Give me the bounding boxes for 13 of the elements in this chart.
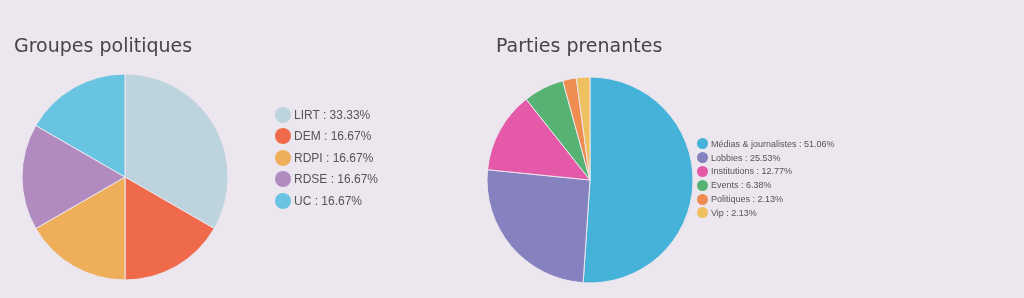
chart-title: Parties prenantes [496, 34, 663, 56]
legend-label: Lobbies : 25.53% [711, 152, 781, 163]
legend-label: LIRT : 33.33% [294, 107, 371, 122]
legend-label: RDSE : 16.67% [294, 172, 379, 187]
legend-label: Institutions : 12.77% [711, 166, 793, 177]
legend-label: Politiques : 2.13% [711, 194, 784, 205]
legend-label: Events : 6.38% [711, 180, 772, 191]
legend-label: RDPI : 16.67% [294, 150, 374, 165]
legend-label: UC : 16.67% [294, 193, 363, 208]
legend-label: Vip : 2.13% [711, 207, 757, 218]
legend-label: DEM : 16.67% [294, 129, 372, 144]
chart-title: Groupes politiques [14, 34, 193, 56]
legend-label: Médias & journalistes : 51.06% [711, 138, 835, 149]
